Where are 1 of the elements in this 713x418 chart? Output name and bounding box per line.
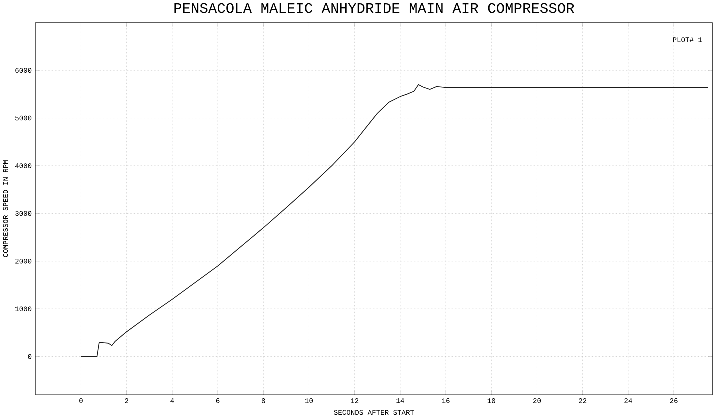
chart-title: PENSACOLA MALEIC ANHYDRIDE MAIN AIR COMPRESSOR <box>174 3 574 14</box>
